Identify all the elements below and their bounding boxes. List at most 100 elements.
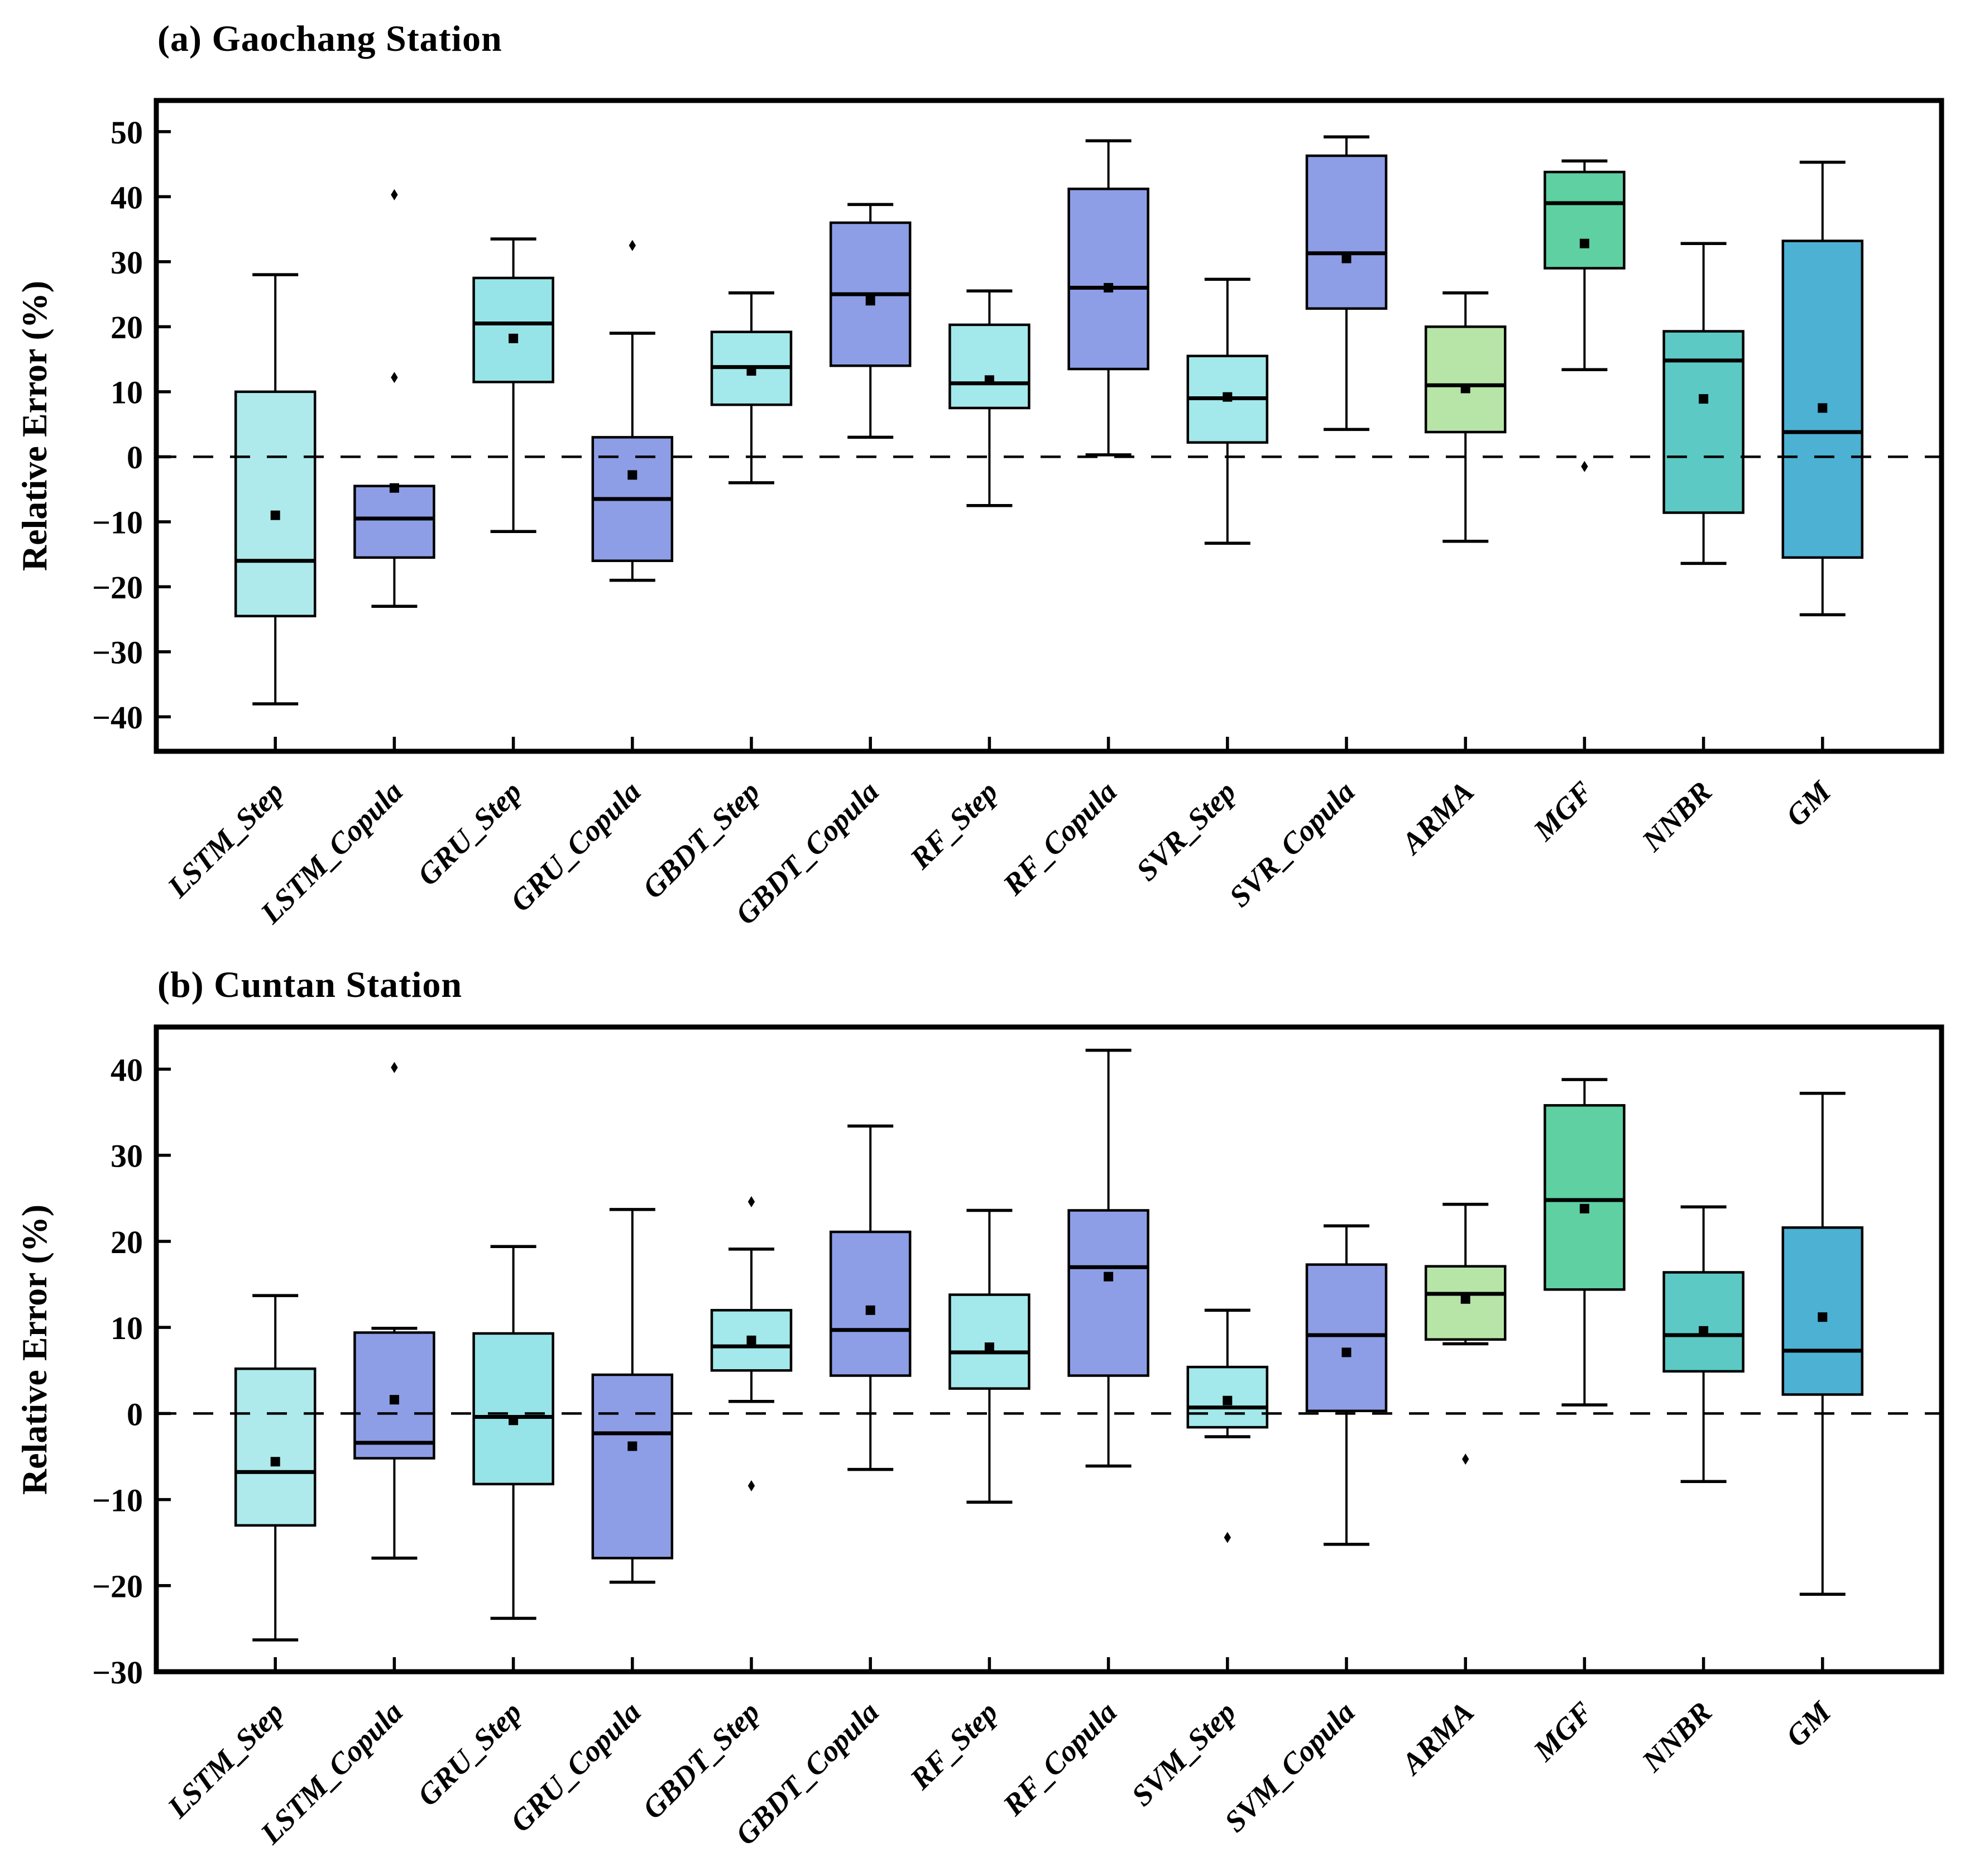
mean-marker	[1104, 1272, 1114, 1282]
mean-marker	[1579, 238, 1589, 248]
iqr-box	[1305, 1263, 1388, 1413]
box-group-MGF	[1544, 1078, 1626, 1407]
iqr-box	[1067, 1209, 1149, 1377]
mean-marker	[270, 1457, 280, 1467]
y-tick-label: 20	[111, 1224, 143, 1260]
iqr-box	[353, 484, 435, 559]
iqr-box	[591, 1373, 674, 1560]
y-tick-label: −30	[92, 635, 143, 671]
box-group-SVM_Step	[1186, 1308, 1269, 1438]
y-tick-label: 30	[111, 1138, 143, 1174]
box-group-GM	[1781, 1091, 1864, 1596]
y-tick-label: 40	[111, 1052, 143, 1088]
mean-marker	[509, 1416, 519, 1426]
iqr-box	[472, 1332, 554, 1486]
y-tick-label: 50	[111, 114, 143, 151]
box-group-GBDT_Copula	[829, 203, 912, 439]
x-category-label: SVR_Copula	[1223, 775, 1361, 913]
iqr-box	[1781, 239, 1864, 559]
mean-marker	[1104, 282, 1114, 292]
y-tick-label: 0	[127, 1396, 143, 1432]
outlier-marker	[391, 372, 398, 383]
iqr-box	[234, 1367, 317, 1527]
iqr-box	[1544, 1104, 1626, 1291]
box-group-LSTM_Copula	[353, 1326, 435, 1560]
x-category-label: LSTM_Step	[161, 1695, 290, 1825]
y-tick-label: −10	[92, 505, 143, 541]
iqr-box	[1067, 188, 1149, 371]
mean-marker	[270, 510, 280, 520]
box-group-GRU_Copula	[591, 1208, 674, 1584]
box-group-GRU_Step	[472, 237, 554, 534]
iqr-box	[353, 1331, 435, 1460]
y-tick-label: 40	[111, 179, 143, 215]
x-category-label: RF_Step	[903, 1695, 1004, 1796]
mean-marker	[509, 333, 519, 343]
mean-marker	[389, 483, 399, 493]
x-category-label: GM	[1779, 774, 1838, 833]
iqr-box	[472, 276, 554, 383]
y-tick-label: −40	[92, 699, 143, 736]
mean-marker	[1818, 1312, 1828, 1322]
box-group-NNBR	[1662, 242, 1744, 565]
x-category-label: LSTM_Step	[161, 775, 290, 904]
outlier-marker	[747, 1480, 755, 1491]
y-tick-label: −10	[92, 1482, 143, 1518]
box-group-NNBR	[1662, 1205, 1744, 1483]
mean-marker	[984, 1342, 994, 1352]
y-tick-label: 20	[111, 309, 143, 346]
mean-marker	[1341, 253, 1351, 263]
axis-frame	[154, 1024, 1944, 1675]
box-group-GBDT_Step	[710, 291, 793, 484]
box-group-GBDT_Copula	[829, 1124, 912, 1471]
x-category-label: SVR_Step	[1130, 775, 1243, 887]
x-category-label: ARMA	[1394, 775, 1480, 861]
y-tick-label: 30	[111, 244, 143, 281]
outlier-marker	[391, 189, 398, 200]
iqr-box	[948, 323, 1031, 410]
mean-marker	[1579, 1203, 1589, 1213]
iqr-box	[1186, 1365, 1269, 1429]
box-group-GM	[1781, 160, 1864, 617]
outlier-marker	[1462, 1453, 1469, 1465]
x-category-label: GBDT_Step	[636, 775, 766, 905]
x-category-label: MGF	[1527, 775, 1599, 847]
x-category-label: ARMA	[1394, 1695, 1480, 1782]
iqr-box	[1424, 325, 1507, 434]
x-category-label: GRU_Step	[411, 775, 528, 892]
box-group-LSTM_Step	[234, 273, 317, 706]
x-category-label: GRU_Step	[411, 1695, 528, 1812]
outlier-marker	[747, 1196, 755, 1208]
mean-marker	[1818, 403, 1828, 413]
y-tick-label: −20	[92, 1568, 143, 1605]
panel-a-title: (a) Gaochang Station	[157, 18, 502, 59]
box-group-GBDT_Step	[710, 1248, 793, 1403]
mean-marker	[389, 1395, 399, 1405]
box-group-RF_Copula	[1067, 1048, 1149, 1468]
mean-marker	[1341, 1347, 1351, 1357]
box-group-SVM_Copula	[1305, 1224, 1388, 1546]
mean-marker	[746, 1335, 756, 1345]
box-group-SVR_Step	[1186, 277, 1269, 545]
x-category-label: GBDT_Step	[636, 1695, 766, 1825]
mean-marker	[627, 1441, 638, 1451]
mean-marker	[627, 470, 638, 480]
box-group-LSTM_Step	[234, 1294, 317, 1642]
iqr-box	[948, 1293, 1031, 1390]
box-group-MGF	[1544, 159, 1626, 371]
iqr-box	[1781, 1226, 1864, 1396]
box-group-RF_Step	[948, 289, 1031, 507]
box-group-SVR_Copula	[1305, 135, 1388, 431]
y-tick-label: 10	[111, 375, 143, 411]
mean-marker	[1699, 1326, 1709, 1336]
mean-marker	[984, 375, 994, 385]
panel-a: 50403020100−10−20−30−40LSTM_StepLSTM_Cop…	[92, 98, 1944, 931]
mean-marker	[1460, 383, 1470, 394]
mean-marker	[1223, 392, 1233, 402]
mean-marker	[1699, 394, 1709, 404]
y-tick-label: 0	[127, 439, 143, 476]
mean-marker	[1223, 1395, 1233, 1405]
